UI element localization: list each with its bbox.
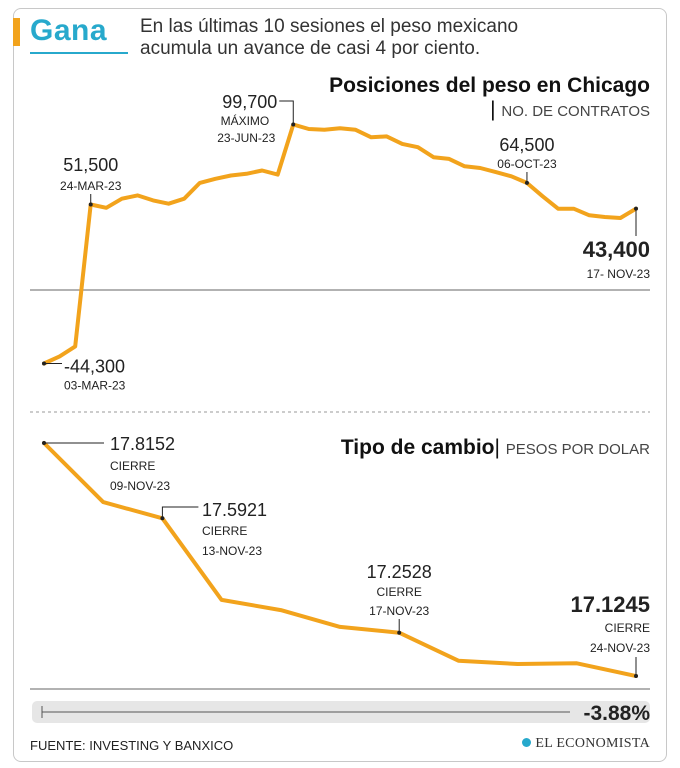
chart1-title-block: Posiciones del peso en Chicago | NO. DE … bbox=[329, 74, 650, 124]
brand-logo: EL ECONOMISTA bbox=[522, 736, 650, 752]
chart2-subtitle: PESOS POR DOLAR bbox=[505, 441, 650, 458]
chart2-leader-nov13 bbox=[161, 506, 199, 519]
headline-subtitle: En las últimas 10 sesiones el peso mexic… bbox=[140, 16, 519, 59]
chart1-label-last-date: 17- NOV-23 bbox=[587, 267, 651, 281]
chart1-label-mar-date: 24-MAR-23 bbox=[60, 179, 122, 193]
chart1-label-max-value: 99,700 bbox=[222, 92, 277, 112]
chart2-label-nov24-tag: CIERRE bbox=[605, 621, 650, 635]
chart1-title: Posiciones del peso en Chicago bbox=[329, 74, 650, 97]
chart2-label-nov17-tag: CIERRE bbox=[377, 585, 422, 599]
chart1-subtitle: NO. DE CONTRATOS bbox=[501, 103, 650, 120]
accent-bar bbox=[13, 18, 20, 46]
change-value: -3.88% bbox=[583, 702, 650, 725]
chart1-subtitle-sep: | bbox=[490, 98, 502, 121]
headline-underline bbox=[30, 52, 128, 54]
chart1-series-line bbox=[42, 122, 638, 366]
chart1-label-min-value: -44,300 bbox=[64, 357, 125, 377]
chart1-label-max-tag: MÁXIMO bbox=[221, 113, 270, 128]
source-note: FUENTE: INVESTING Y BANXICO bbox=[30, 738, 234, 753]
chart2-label-nov09-date: 09-NOV-23 bbox=[110, 479, 170, 493]
chart2-label-nov17-date: 17-NOV-23 bbox=[369, 604, 429, 618]
chart2-label-nov17-value: 17.2528 bbox=[367, 562, 432, 582]
infographic-frame bbox=[13, 8, 667, 762]
chart1-label-min-date: 03-MAR-23 bbox=[64, 379, 126, 393]
chart2-label-nov09-value: 17.8152 bbox=[110, 434, 175, 454]
chart1-label-oct-date: 06-OCT-23 bbox=[497, 157, 557, 171]
chart2-title: Tipo de cambio bbox=[340, 436, 495, 459]
chart1-label-oct-value: 64,500 bbox=[499, 135, 554, 155]
chart2-label-nov09-tag: CIERRE bbox=[110, 459, 155, 473]
chart1-label-mar-value: 51,500 bbox=[63, 155, 118, 175]
brand-icon bbox=[522, 738, 532, 747]
chart2-label-nov13-date: 13-NOV-23 bbox=[202, 544, 262, 558]
chart2-label-nov13-tag: CIERRE bbox=[202, 524, 247, 538]
brand-name: EL ECONOMISTA bbox=[535, 736, 650, 751]
chart1-label-last-value: 43,400 bbox=[583, 237, 650, 262]
chart2-label-nov24-date: 24-NOV-23 bbox=[590, 641, 650, 655]
headline-tag: Gana bbox=[30, 14, 108, 47]
chart2-label-nov24-value: 17.1245 bbox=[570, 592, 650, 617]
chart2-title-block: Tipo de cambio| PESOS POR DOLAR bbox=[341, 436, 650, 462]
chart2-subtitle-sep: | bbox=[494, 436, 506, 459]
chart1-label-max-date: 23-JUN-23 bbox=[217, 131, 275, 145]
chart2-series-line bbox=[42, 441, 638, 678]
chart1-leader-max bbox=[279, 100, 294, 125]
chart2-label-nov13-value: 17.5921 bbox=[202, 500, 267, 520]
